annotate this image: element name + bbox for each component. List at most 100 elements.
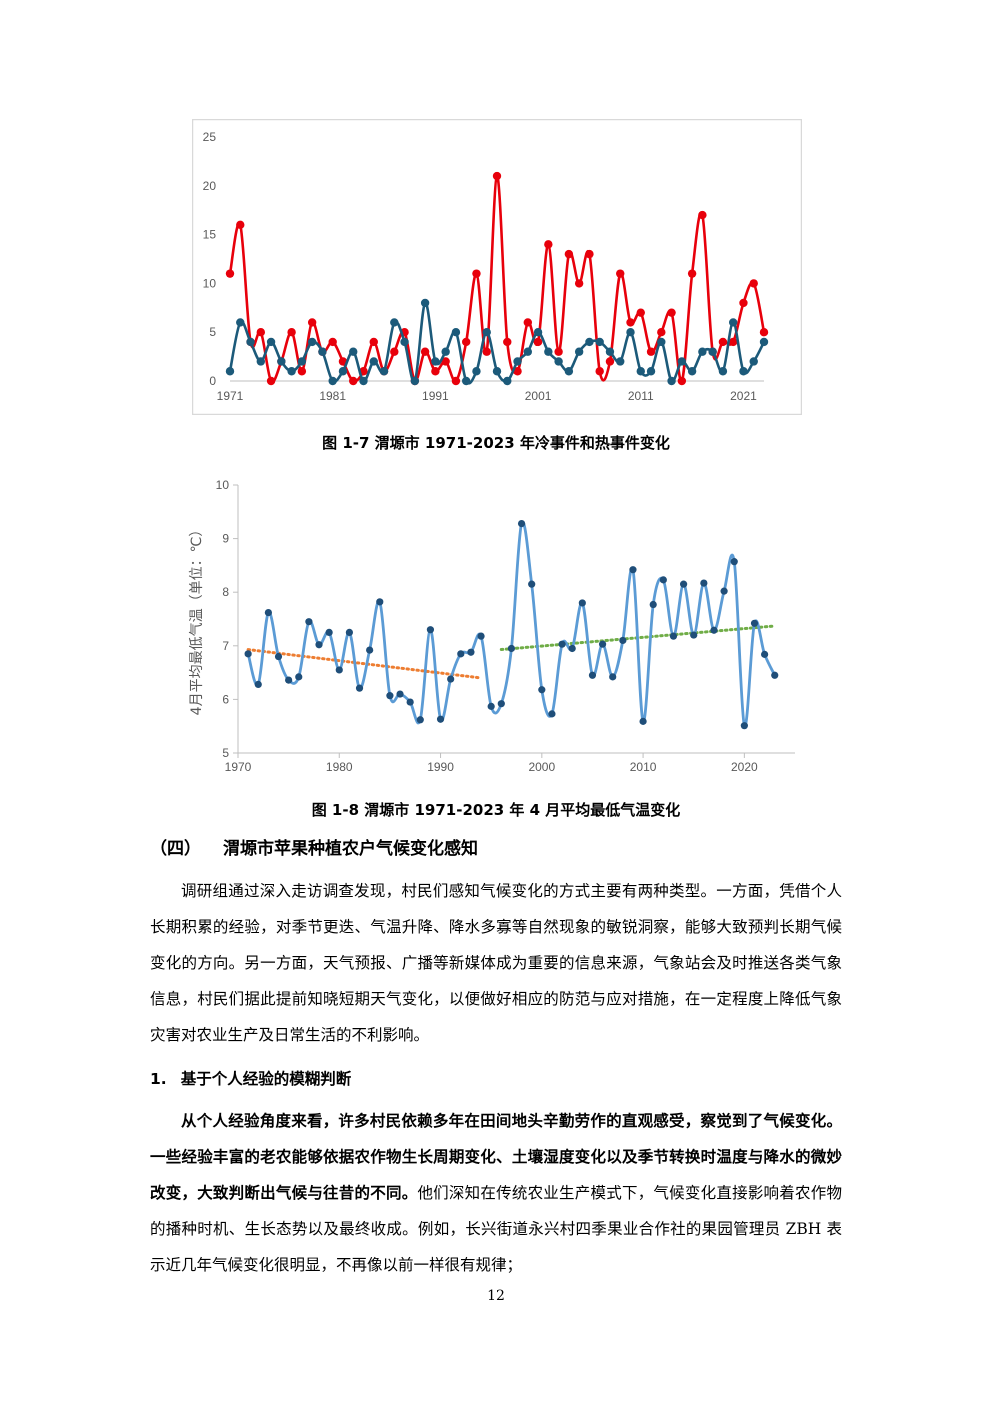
data-point	[328, 376, 337, 386]
x-tick-label: 2020	[731, 760, 758, 774]
data-point	[626, 328, 635, 337]
data-point	[287, 328, 296, 337]
data-point	[677, 376, 687, 386]
y-tick-label: 7	[222, 639, 229, 653]
data-point	[595, 367, 604, 376]
x-tick-label: 2010	[630, 760, 657, 774]
data-point	[477, 632, 485, 640]
chart-border	[192, 119, 802, 415]
data-point	[616, 269, 625, 278]
section-number: （四）	[150, 839, 201, 859]
section-heading: （四） 渭塬市苹果种植农户气候变化感知	[150, 834, 478, 859]
data-point	[513, 357, 522, 366]
data-point	[366, 646, 374, 654]
data-point	[225, 269, 235, 278]
data-point	[718, 337, 728, 347]
data-point	[639, 717, 647, 725]
data-point	[548, 710, 556, 718]
x-tick-label: 2021	[730, 389, 757, 403]
data-point	[297, 357, 307, 366]
data-point	[728, 318, 738, 327]
data-point	[315, 641, 323, 649]
y-tick-label: 6	[222, 692, 229, 706]
data-point	[657, 337, 666, 347]
body-paragraph: 从个人经验角度来看，许多村民依赖多年在田间地头辛勤劳作的直观感受，察觉到了气候变…	[150, 1103, 842, 1283]
data-point	[457, 650, 465, 658]
data-point	[369, 357, 378, 366]
section-title: 渭塬市苹果种植农户气候变化感知	[223, 839, 478, 859]
data-point	[359, 376, 368, 386]
chart-cold-hot-events-svg: 0 5 10 15 20 25 1971 1981 1991 2001 2011 2021	[192, 119, 802, 415]
data-point	[771, 671, 779, 679]
data-point	[441, 347, 450, 356]
data-point	[379, 367, 389, 376]
subsection-heading: 1. 基于个人经验的模糊判断	[150, 1067, 351, 1089]
data-point	[345, 628, 353, 636]
data-point	[390, 347, 399, 356]
data-point	[349, 347, 358, 356]
data-point	[698, 347, 707, 356]
data-point	[740, 722, 748, 730]
data-point	[588, 671, 597, 679]
data-point	[244, 650, 252, 658]
data-point	[739, 367, 748, 376]
data-point	[533, 328, 543, 337]
data-point	[416, 716, 424, 724]
figure-1-7-caption: 图 1-7 渭塬市 1971-2023 年冷事件和热事件变化	[322, 434, 670, 452]
data-point	[461, 376, 471, 386]
data-point	[236, 318, 245, 327]
data-point	[492, 171, 502, 181]
data-point	[730, 558, 738, 566]
x-tick-label: 1980	[326, 760, 353, 774]
data-point	[386, 692, 394, 700]
x-tick-label: 2000	[528, 760, 555, 774]
data-point	[609, 673, 617, 681]
data-point	[318, 347, 327, 356]
data-point	[307, 318, 317, 327]
data-point	[750, 619, 759, 627]
data-point	[431, 357, 440, 366]
data-point	[451, 376, 461, 386]
data-point	[564, 367, 574, 376]
data-point	[297, 367, 307, 376]
data-point	[328, 337, 337, 347]
data-point	[687, 269, 697, 278]
y-axis-label: 4月平均最低气温（单位：℃）	[189, 523, 205, 716]
data-point	[236, 220, 245, 230]
data-point	[687, 367, 697, 376]
data-point	[578, 599, 586, 607]
data-point	[307, 337, 317, 347]
data-point	[400, 337, 409, 347]
data-point	[492, 367, 502, 376]
subsection-title: 基于个人经验的模糊判断	[180, 1070, 352, 1088]
data-point	[710, 626, 718, 634]
data-point	[698, 210, 707, 220]
chart-cold-hot-events: 0 5 10 15 20 25 1971 1981 1991 2001 2011 2021	[192, 119, 802, 415]
data-point	[759, 328, 769, 337]
data-point	[369, 337, 378, 347]
data-point	[649, 600, 657, 609]
data-point	[523, 347, 533, 356]
data-point	[503, 337, 512, 347]
data-point	[305, 618, 313, 626]
y-tick-label: 5	[222, 746, 229, 760]
intro-paragraph: 调研组通过深入走访调查发现，村民们感知气候变化的方式主要有两种类型。一方面，凭借…	[150, 882, 842, 1044]
y-tick-label: 10	[216, 478, 230, 492]
data-point	[605, 347, 615, 356]
data-point	[266, 337, 276, 347]
x-tick-label: 1991	[422, 389, 449, 403]
data-point	[544, 240, 553, 249]
data-point	[355, 684, 364, 692]
y-tick-label: 25	[203, 130, 217, 144]
data-point	[376, 598, 384, 606]
data-point	[533, 337, 543, 347]
data-point	[431, 367, 440, 376]
data-point	[636, 367, 645, 376]
data-point	[585, 249, 594, 259]
data-point	[598, 640, 607, 648]
data-point	[335, 666, 343, 674]
data-point	[256, 328, 266, 337]
data-point	[667, 376, 676, 386]
page-number: 12	[487, 1288, 505, 1304]
body-paragraph-text: 他们深知在传统农业生产模式下，气候变化直接影响着农作物的播种时机、生长态势以及最…	[150, 1184, 842, 1274]
